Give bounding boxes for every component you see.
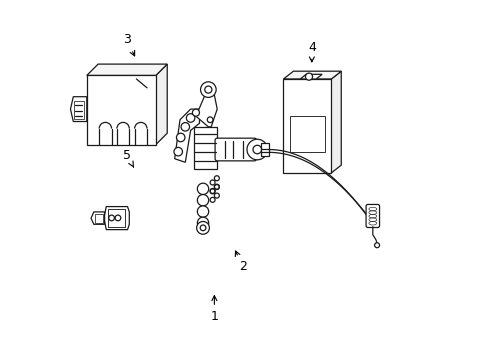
Text: 1: 1 [210, 296, 218, 323]
Polygon shape [86, 76, 156, 145]
Circle shape [305, 73, 312, 80]
Polygon shape [70, 97, 86, 122]
Circle shape [246, 139, 267, 160]
Circle shape [197, 217, 208, 229]
Circle shape [115, 215, 121, 221]
Circle shape [181, 123, 189, 131]
Circle shape [207, 117, 212, 123]
Circle shape [192, 109, 199, 116]
Text: 4: 4 [307, 41, 315, 62]
Circle shape [196, 221, 209, 234]
Circle shape [108, 215, 114, 221]
Circle shape [174, 147, 182, 156]
Polygon shape [260, 143, 268, 156]
Text: 5: 5 [122, 149, 133, 167]
Bar [94, 214, 103, 223]
Polygon shape [91, 212, 104, 224]
Polygon shape [331, 71, 341, 173]
Polygon shape [300, 74, 322, 79]
Circle shape [186, 114, 195, 122]
Circle shape [374, 243, 379, 248]
Polygon shape [86, 64, 167, 76]
Text: 3: 3 [122, 33, 134, 56]
Circle shape [200, 82, 216, 98]
Bar [108, 209, 125, 227]
Polygon shape [104, 207, 129, 230]
Bar [74, 101, 84, 119]
Circle shape [197, 194, 208, 206]
Polygon shape [194, 127, 217, 169]
FancyBboxPatch shape [215, 138, 256, 161]
Circle shape [197, 206, 208, 217]
Bar [289, 116, 325, 152]
Polygon shape [283, 71, 341, 79]
Text: 2: 2 [235, 251, 246, 273]
Circle shape [252, 145, 261, 154]
Polygon shape [156, 64, 167, 145]
Circle shape [197, 183, 208, 194]
Circle shape [200, 225, 205, 231]
Circle shape [176, 133, 184, 142]
Polygon shape [283, 79, 331, 173]
Polygon shape [174, 109, 199, 162]
Circle shape [204, 86, 211, 93]
Polygon shape [196, 91, 217, 127]
FancyBboxPatch shape [366, 204, 379, 228]
